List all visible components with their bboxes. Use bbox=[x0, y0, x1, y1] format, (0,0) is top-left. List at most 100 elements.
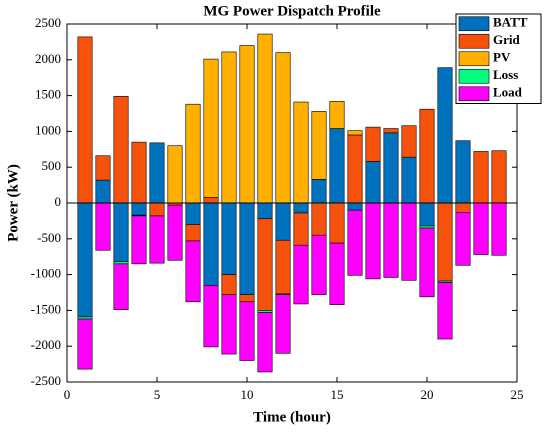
bar-segment bbox=[149, 142, 165, 204]
bar-segment bbox=[113, 263, 129, 310]
legend-label: PV bbox=[493, 50, 511, 65]
bar-segment bbox=[437, 67, 453, 204]
x-tick-label: 15 bbox=[331, 387, 344, 402]
bar-segment bbox=[293, 212, 309, 246]
bar-segment bbox=[455, 202, 471, 213]
bar-segment bbox=[419, 227, 435, 298]
bar-segment bbox=[401, 156, 417, 204]
bar-segment bbox=[149, 215, 165, 264]
bar-segment bbox=[275, 52, 291, 204]
bar-segment bbox=[293, 202, 309, 214]
bar-segment bbox=[113, 202, 129, 263]
chart-title: MG Power Dispatch Profile bbox=[203, 3, 381, 19]
legend-swatch bbox=[458, 86, 490, 102]
bar-segment bbox=[239, 301, 255, 361]
bar-segment bbox=[113, 261, 129, 265]
bar-segment bbox=[311, 111, 327, 180]
bar-segment bbox=[239, 202, 255, 295]
y-axis-label: Power (kW) bbox=[5, 164, 21, 242]
bar-segment bbox=[221, 294, 237, 355]
bar-segment bbox=[113, 96, 129, 204]
y-tick-label: 500 bbox=[42, 158, 62, 173]
bar-segment bbox=[257, 310, 273, 313]
legend-label: BATT bbox=[493, 15, 528, 30]
bar-segment bbox=[491, 150, 507, 204]
bar-segment bbox=[365, 202, 381, 280]
bar-segment bbox=[221, 202, 237, 275]
bar-segment bbox=[149, 202, 165, 217]
bar-segment bbox=[383, 202, 399, 278]
bar-segment bbox=[77, 316, 93, 320]
x-tick-label: 25 bbox=[511, 387, 524, 402]
bar-segment bbox=[329, 242, 345, 305]
y-tick-label: -1000 bbox=[31, 266, 61, 281]
x-axis-label: Time (hour) bbox=[253, 409, 331, 425]
bar-segment bbox=[203, 285, 219, 348]
bar-segment bbox=[383, 132, 399, 204]
y-tick-label: -1500 bbox=[31, 301, 61, 316]
bar-segment bbox=[77, 36, 93, 204]
bar-segment bbox=[347, 209, 363, 276]
y-tick-label: -2500 bbox=[31, 373, 61, 388]
legend-swatch bbox=[458, 33, 490, 49]
bar-segment bbox=[185, 202, 201, 225]
bar-segment bbox=[275, 294, 291, 354]
bar-segment bbox=[221, 274, 237, 295]
bar-segment bbox=[257, 312, 273, 373]
bar-segment bbox=[473, 202, 489, 255]
bar-segment bbox=[77, 318, 93, 370]
legend-swatch bbox=[458, 68, 490, 84]
bar-segment bbox=[419, 202, 435, 227]
legend-label: Grid bbox=[493, 32, 520, 47]
bar-segment bbox=[437, 202, 453, 282]
bar-segment bbox=[95, 202, 111, 251]
bar-segment bbox=[401, 125, 417, 158]
bar-segment bbox=[257, 218, 273, 311]
bar-segment bbox=[293, 244, 309, 305]
bar-segment bbox=[419, 108, 435, 204]
y-tick-label: 2000 bbox=[35, 51, 61, 66]
bar-segment bbox=[239, 294, 255, 303]
bar-segment bbox=[329, 202, 345, 244]
y-tick-label: -500 bbox=[37, 230, 61, 245]
bar-segment bbox=[185, 240, 201, 303]
x-tick-label: 5 bbox=[154, 387, 161, 402]
bar-segment bbox=[383, 128, 399, 134]
x-tick-label: 0 bbox=[64, 387, 71, 402]
bar-segment bbox=[95, 155, 111, 181]
bar-segment bbox=[293, 101, 309, 204]
bar-segment bbox=[167, 204, 183, 261]
y-tick-label: -2000 bbox=[31, 337, 61, 352]
legend-label: Loss bbox=[493, 67, 518, 82]
bar-segment bbox=[131, 202, 147, 216]
y-tick-label: 1500 bbox=[35, 87, 61, 102]
bar-segment bbox=[491, 202, 507, 256]
bar-segment bbox=[95, 179, 111, 204]
bar-segment bbox=[347, 130, 363, 136]
bar-segment bbox=[131, 141, 147, 204]
bar-segment bbox=[221, 51, 237, 204]
bar-segment bbox=[455, 212, 471, 266]
bar-segment bbox=[455, 140, 471, 204]
bar-segment bbox=[365, 161, 381, 204]
bar-segment bbox=[203, 202, 219, 286]
bar-segment bbox=[347, 202, 363, 211]
bar-segment bbox=[419, 225, 435, 229]
bar-segment bbox=[347, 134, 363, 204]
bar-segment bbox=[401, 202, 417, 281]
x-tick-label: 20 bbox=[421, 387, 434, 402]
legend-swatch bbox=[458, 51, 490, 67]
bar-segment bbox=[473, 151, 489, 204]
bar-segment bbox=[329, 101, 345, 129]
y-tick-label: 1000 bbox=[35, 122, 61, 137]
bar-segment bbox=[185, 224, 201, 242]
bar-segment bbox=[329, 128, 345, 204]
bar-segment bbox=[77, 202, 93, 318]
bar-segment bbox=[185, 103, 201, 204]
bar-segment bbox=[437, 282, 453, 340]
bar-segment bbox=[257, 33, 273, 204]
bar-segment bbox=[167, 145, 183, 204]
bar-segment bbox=[239, 45, 255, 204]
legend-swatch bbox=[458, 16, 490, 32]
bar-segment bbox=[311, 234, 327, 295]
